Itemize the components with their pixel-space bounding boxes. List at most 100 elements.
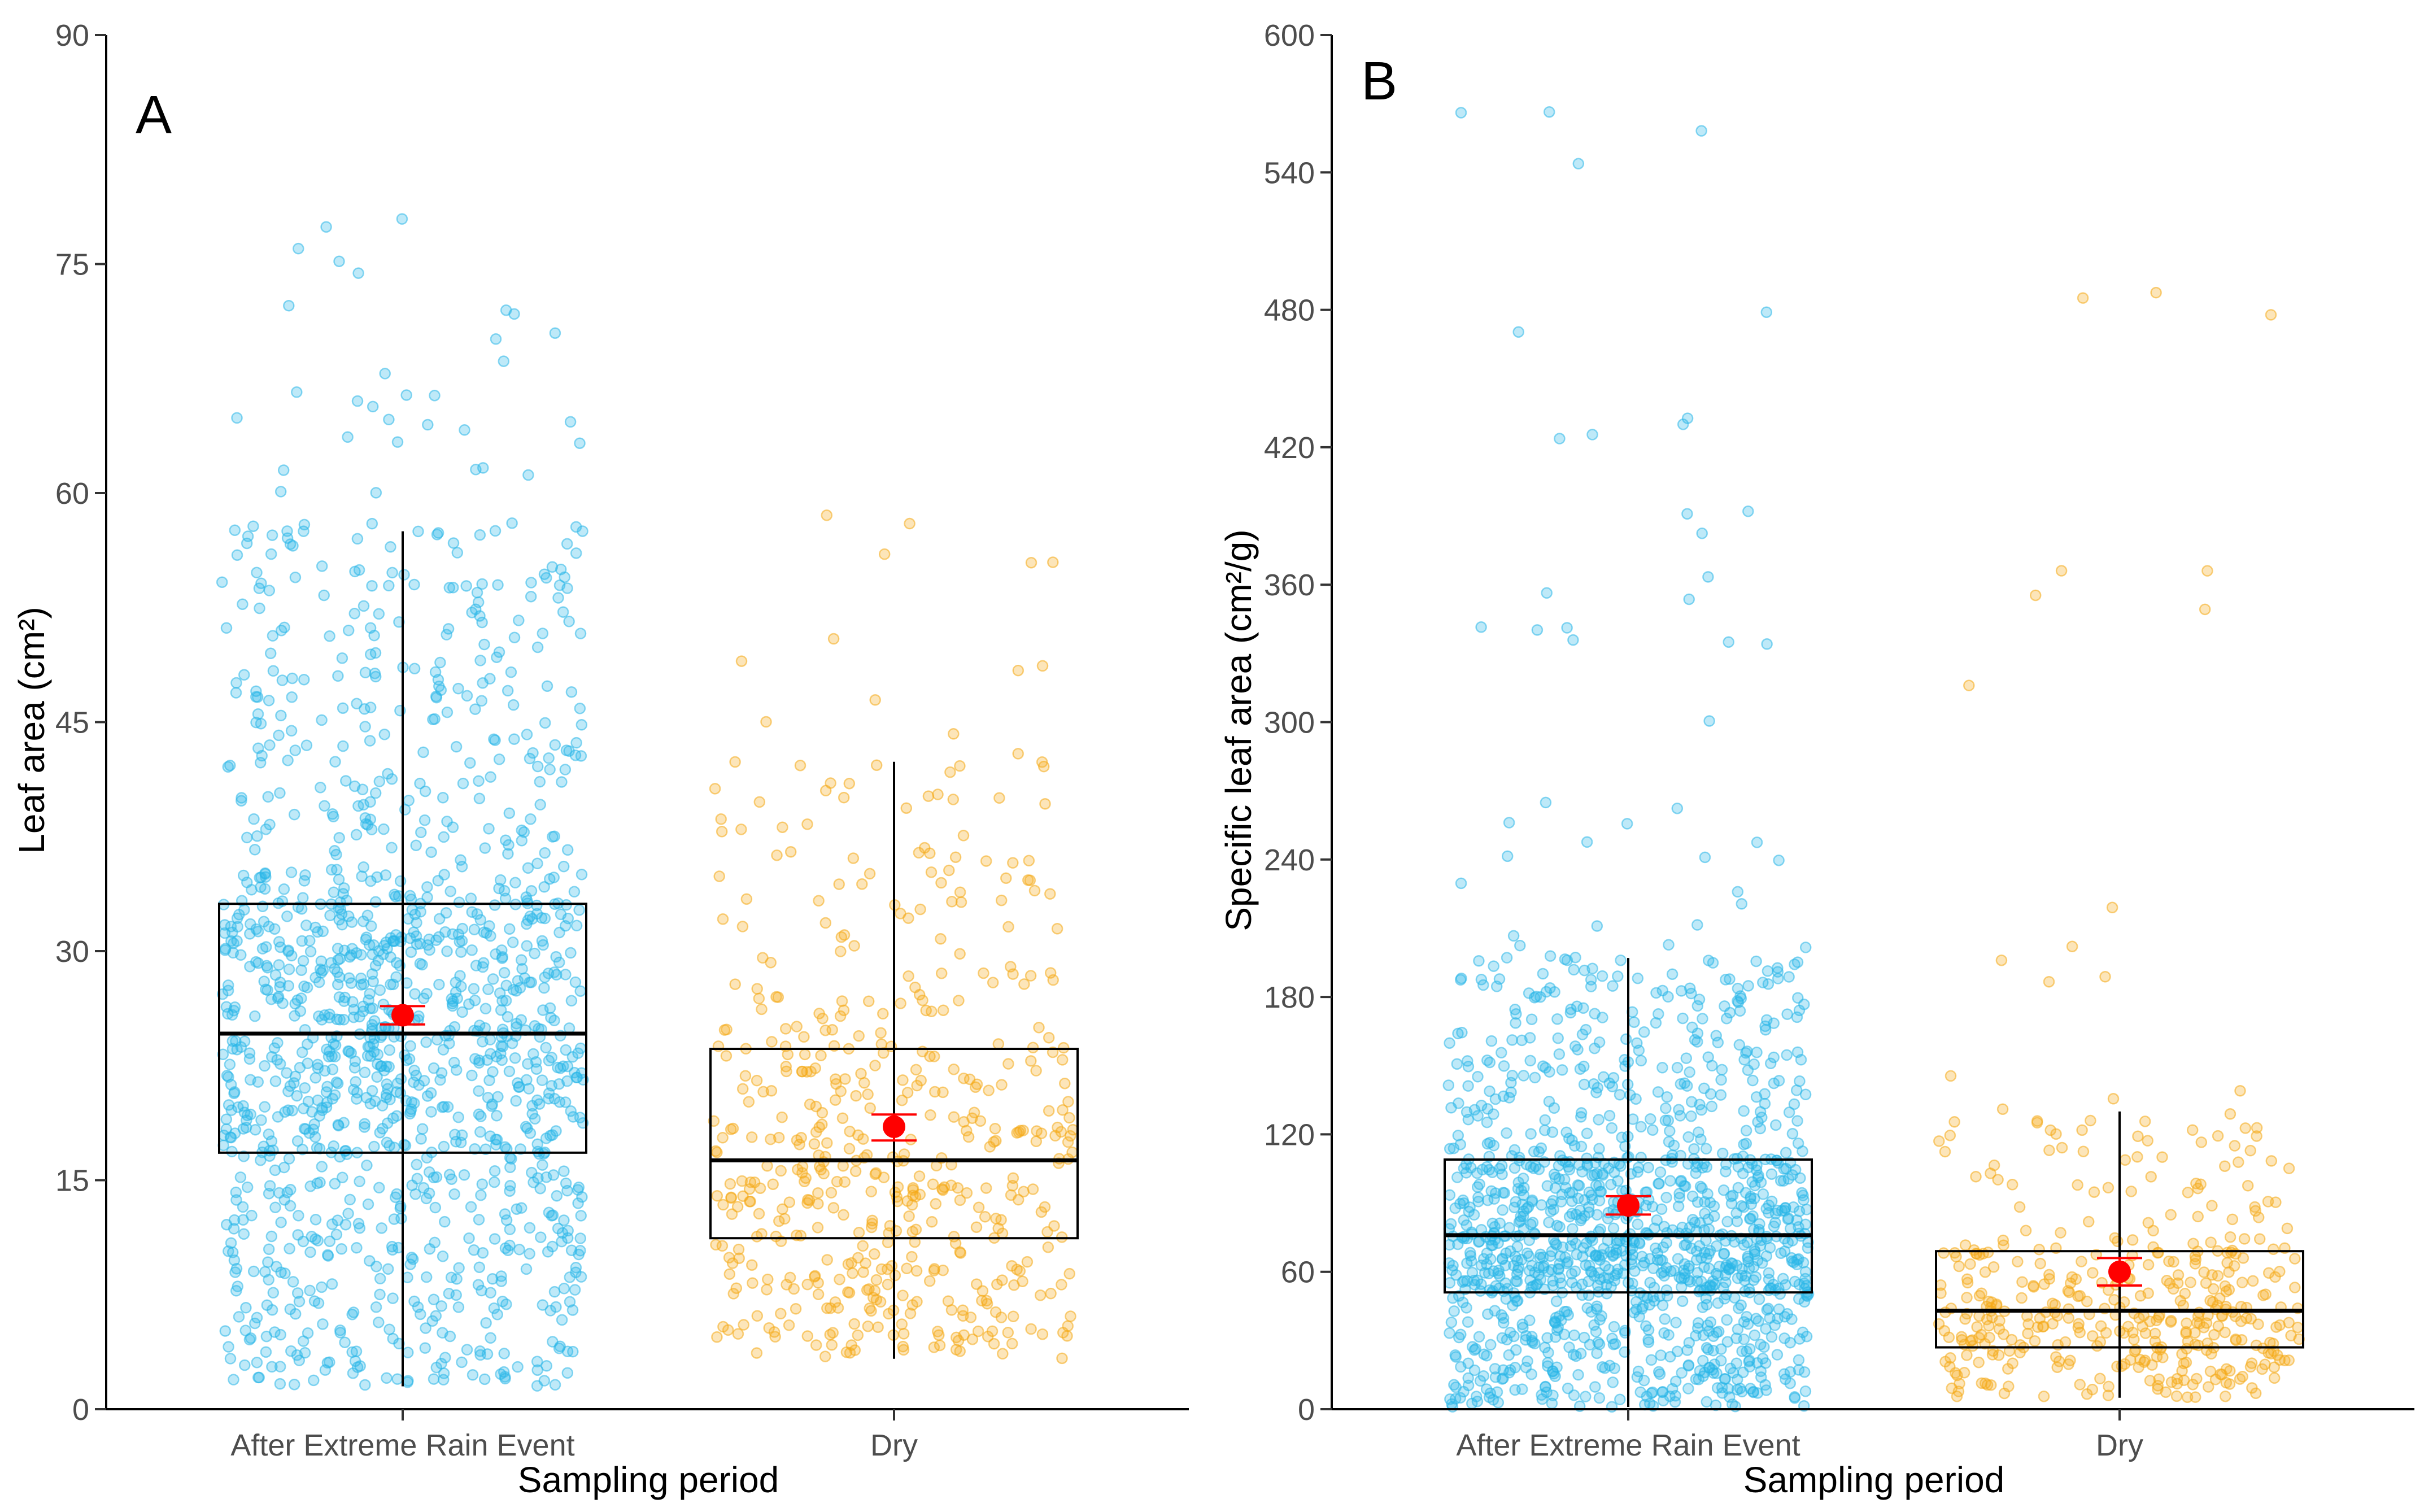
panel-a-data-point <box>475 1189 487 1201</box>
panel-a-data-point <box>430 690 442 703</box>
panel-b-data-point <box>1607 1222 1620 1234</box>
panel-b-data-point <box>1723 636 1734 648</box>
panel-b-data-point <box>1465 1255 1477 1267</box>
panel-a-data-point <box>570 1071 582 1083</box>
panel-b-data-point <box>1591 1347 1603 1360</box>
panel-a-data-point <box>970 1278 983 1290</box>
panel-a-data-point <box>954 1246 966 1258</box>
panel-a-data-point <box>711 1331 723 1343</box>
panel-a-data-point <box>551 1189 563 1202</box>
panel-b-data-point <box>2219 1160 2231 1172</box>
panel-b-data-point <box>1706 1060 1718 1072</box>
panel-b-data-point <box>1745 1192 1756 1205</box>
panel-b-data-point <box>1540 986 1553 998</box>
panel-a-points <box>216 213 1079 1392</box>
panel-b-data-point <box>1620 1184 1632 1197</box>
panel-a-data-point <box>377 999 390 1010</box>
panel-b-data-point <box>2221 1363 2233 1375</box>
panel-a-data-point <box>495 1275 507 1287</box>
panel-b-data-point <box>1681 1080 1693 1092</box>
panel-a-data-point <box>548 966 560 978</box>
panel-b-data-point <box>1763 1207 1775 1219</box>
panel-b-data-point <box>1935 1287 1947 1299</box>
panel-b-data-point <box>1614 1088 1626 1101</box>
panel-b-data-point <box>2165 1209 2177 1221</box>
panel-a-data-point <box>973 1201 985 1213</box>
panel-a-data-point <box>321 1357 334 1369</box>
panel-a-data-point <box>518 826 530 838</box>
panel-a-data-point <box>533 1098 546 1110</box>
panel-b-data-point <box>2289 1253 2301 1265</box>
panel-a-data-point <box>456 861 468 873</box>
panel-a-mean-marker <box>391 1004 414 1027</box>
panel-a-data-point <box>329 756 341 768</box>
panel-a-data-point <box>824 1328 836 1341</box>
panel-b-data-point <box>2134 1289 2147 1302</box>
panel-b-data-point <box>1628 1306 1640 1319</box>
panel-b-data-point <box>1664 1175 1676 1187</box>
panel-a-data-point <box>1006 1180 1019 1192</box>
panel-b-data-point <box>1462 1357 1474 1369</box>
panel-b-data-point <box>1992 1174 2004 1186</box>
panel-b-data-point <box>1475 974 1488 986</box>
panel-a-data-point <box>531 641 544 653</box>
panel-b-data-point <box>1752 1170 1764 1182</box>
panel-a-data-point <box>351 395 364 407</box>
panel-b-data-point <box>2082 1215 2095 1228</box>
panel-a-data-point <box>729 978 741 990</box>
panel-b-data-point <box>1736 898 1748 910</box>
panel-b-data-point <box>1703 1223 1715 1235</box>
panel-a-data-point <box>760 716 772 728</box>
panel-a-data-point <box>812 1198 824 1210</box>
panel-a-data-point <box>415 826 427 839</box>
panel-a-data-point <box>448 1188 460 1200</box>
panel-a-data-point <box>376 1222 387 1234</box>
panel-a-data-point <box>358 916 369 927</box>
panel-a-data-point <box>746 1259 758 1271</box>
panel-a-data-point <box>949 851 962 863</box>
panel-b-data-point <box>2031 1115 2043 1127</box>
panel-a-data-point <box>835 945 847 957</box>
panel-b-data-point <box>2050 1351 2062 1363</box>
panel-a-data-point <box>223 1341 234 1353</box>
panel-b-data-point <box>1579 1194 1590 1206</box>
panel-a-data-point <box>316 1161 328 1173</box>
panel-a-data-point <box>1036 1328 1049 1340</box>
panel-a-data-point <box>344 1193 356 1206</box>
panel-a-data-point <box>428 1293 440 1305</box>
panel-b-y-tick-label: 0 <box>1298 1393 1315 1427</box>
panel-a-data-point <box>990 1213 1002 1225</box>
panel-b-data-point <box>1455 107 1467 119</box>
panel-b-data-point <box>1490 981 1503 992</box>
panel-b-data-point <box>2142 1258 2155 1271</box>
panel-b-data-point <box>1481 1103 1494 1115</box>
panel-a-y-tick-label: 15 <box>55 1164 89 1198</box>
panel-b-data-point <box>1735 992 1747 1005</box>
panel-b-data-point <box>1450 1381 1462 1393</box>
panel-b-data-point <box>1579 964 1590 977</box>
panel-a-data-point <box>304 935 316 947</box>
panel-a-data-point <box>378 823 390 835</box>
panel-a-data-point <box>419 1342 431 1354</box>
panel-b-data-point <box>1607 1376 1619 1388</box>
panel-b-data-point <box>1634 1386 1646 1398</box>
panel-a-data-point <box>300 739 313 751</box>
panel-a-data-point <box>504 1180 516 1192</box>
panel-b-y-tick-label: 60 <box>1281 1256 1315 1289</box>
panel-a-data-point <box>735 655 748 667</box>
panel-a-data-point <box>479 1003 492 1015</box>
panel-b-data-point <box>1489 1371 1502 1383</box>
panel-a-data-point <box>328 1038 339 1050</box>
panel-a-data-point <box>897 1074 909 1086</box>
panel-a-data-point <box>838 929 851 941</box>
panel-a-data-point <box>901 1087 914 1099</box>
panel-b-data-point <box>1938 1324 1951 1337</box>
panel-a-data-point <box>792 1164 804 1175</box>
panel-a-data-point <box>338 1117 350 1129</box>
panel-b-data-point <box>1762 965 1774 977</box>
panel-b-data-point <box>1646 1124 1659 1136</box>
panel-a-data-point <box>564 1296 576 1308</box>
panel-a-data-point <box>914 903 926 916</box>
panel-a-data-point <box>368 1045 380 1058</box>
panel-a-data-point <box>473 1055 485 1066</box>
